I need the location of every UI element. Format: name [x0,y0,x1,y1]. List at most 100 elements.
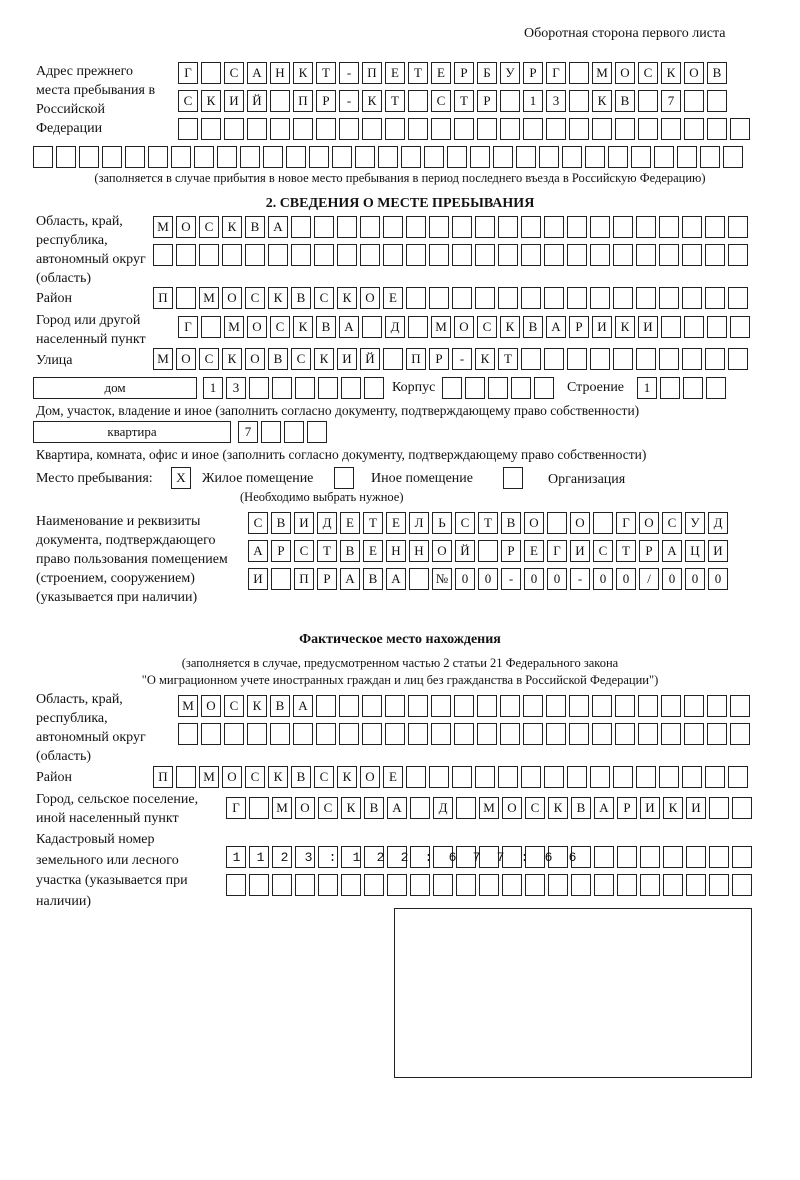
char-cell[interactable]: Т [317,540,337,562]
char-cell[interactable] [728,244,748,266]
char-cell[interactable]: С [270,316,290,338]
char-cell[interactable] [477,695,497,717]
char-cell[interactable] [339,695,359,717]
char-cell[interactable] [217,146,237,168]
char-cell[interactable] [636,348,656,370]
char-cell[interactable]: И [686,797,706,819]
char-cell[interactable]: К [337,766,357,788]
char-cell[interactable] [594,846,614,868]
char-cell[interactable] [226,874,246,896]
char-cell[interactable]: П [293,90,313,112]
char-cell[interactable] [465,377,485,399]
char-cell[interactable] [569,118,589,140]
char-cell[interactable] [314,216,334,238]
char-cell[interactable] [316,695,336,717]
char-cell[interactable]: К [661,62,681,84]
char-cell[interactable]: К [337,287,357,309]
char-cell[interactable] [314,244,334,266]
char-cell[interactable] [705,244,725,266]
char-cell[interactable] [452,766,472,788]
char-cell[interactable] [631,146,651,168]
char-cell[interactable]: М [153,348,173,370]
char-cell[interactable]: 0 [685,568,705,590]
char-cell[interactable] [475,287,495,309]
char-cell[interactable] [567,348,587,370]
char-cell[interactable]: К [548,797,568,819]
char-cell[interactable] [521,766,541,788]
char-cell[interactable]: П [294,568,314,590]
char-cell[interactable] [261,421,281,443]
char-cell[interactable]: М [199,766,219,788]
char-cell[interactable]: В [340,540,360,562]
char-cell[interactable] [401,146,421,168]
char-cell[interactable] [500,90,520,112]
char-cell[interactable] [544,348,564,370]
char-cell[interactable] [615,723,635,745]
char-cell[interactable]: С [525,797,545,819]
char-cell[interactable] [475,244,495,266]
char-cell[interactable]: О [432,540,452,562]
char-cell[interactable] [523,723,543,745]
char-cell[interactable]: С [224,62,244,84]
char-cell[interactable]: - [501,568,521,590]
char-cell[interactable] [433,874,453,896]
char-cell[interactable] [567,216,587,238]
char-cell[interactable]: В [271,512,291,534]
cadastre-row-1[interactable]: 1123:122:677:66 [226,846,752,868]
char-cell[interactable]: Г [547,540,567,562]
char-cell[interactable]: О [222,766,242,788]
char-cell[interactable] [249,846,269,868]
char-cell[interactable]: Т [385,90,405,112]
char-cell[interactable] [677,146,697,168]
char-cell[interactable] [663,874,683,896]
char-cell[interactable]: Р [501,540,521,562]
char-cell[interactable] [661,118,681,140]
char-cell[interactable]: К [314,348,334,370]
char-cell[interactable]: В [291,766,311,788]
char-cell[interactable] [502,846,522,868]
char-cell[interactable] [705,348,725,370]
char-cell[interactable] [546,723,566,745]
char-cell[interactable] [682,766,702,788]
char-cell[interactable] [249,874,269,896]
char-cell[interactable]: Д [317,512,337,534]
char-cell[interactable] [291,244,311,266]
char-cell[interactable]: П [406,348,426,370]
char-cell[interactable] [271,568,291,590]
char-cell[interactable]: Й [360,348,380,370]
char-cell[interactable]: О [360,287,380,309]
char-cell[interactable]: С [314,287,334,309]
char-cell[interactable]: - [452,348,472,370]
char-cell[interactable]: Т [316,62,336,84]
char-cell[interactable]: С [199,216,219,238]
char-cell[interactable]: Р [523,62,543,84]
char-cell[interactable] [659,348,679,370]
char-cell[interactable]: 7 [238,421,258,443]
char-cell[interactable] [316,118,336,140]
char-cell[interactable]: С [178,90,198,112]
char-cell[interactable] [79,146,99,168]
char-cell[interactable] [569,90,589,112]
char-cell[interactable] [521,216,541,238]
char-cell[interactable] [387,874,407,896]
char-cell[interactable] [613,766,633,788]
char-cell[interactable]: О [615,62,635,84]
char-cell[interactable]: И [640,797,660,819]
char-cell[interactable] [475,766,495,788]
char-cell[interactable] [293,118,313,140]
char-cell[interactable]: Й [247,90,267,112]
char-cell[interactable]: - [339,62,359,84]
stroenie-row[interactable]: 1 [637,377,726,399]
char-cell[interactable]: / [639,568,659,590]
char-cell[interactable] [245,244,265,266]
char-cell[interactable]: И [570,540,590,562]
char-cell[interactable]: Р [271,540,291,562]
char-cell[interactable] [454,723,474,745]
char-cell[interactable] [201,118,221,140]
char-cell[interactable]: К [293,316,313,338]
char-cell[interactable] [730,316,750,338]
char-cell[interactable]: К [222,348,242,370]
char-cell[interactable] [493,146,513,168]
char-cell[interactable]: А [247,62,267,84]
